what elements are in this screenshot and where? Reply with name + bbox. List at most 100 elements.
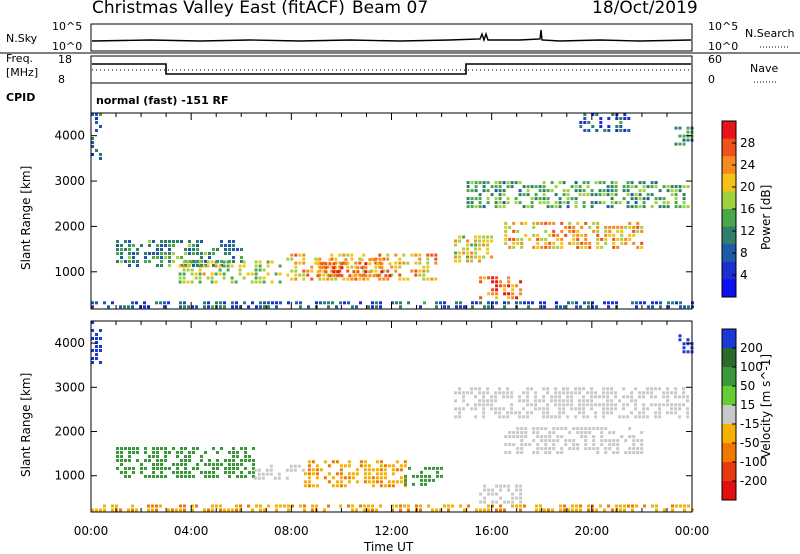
echo-cell — [220, 260, 223, 263]
echo-cell — [338, 261, 342, 265]
echo-cell — [658, 403, 662, 407]
echo-cell — [498, 407, 502, 411]
echo-cell — [575, 305, 578, 309]
echo-cell — [346, 277, 350, 281]
power-plot-area — [91, 113, 692, 309]
echo-cell — [216, 475, 219, 478]
echo-cell — [520, 435, 524, 439]
echo-cell — [512, 245, 516, 249]
echo-cell — [212, 471, 215, 474]
echo-cell — [315, 476, 319, 480]
echo-cell — [99, 361, 102, 364]
echo-cell — [124, 459, 127, 462]
echo-cell — [552, 229, 556, 233]
echo-cell — [491, 280, 495, 284]
echo-cell — [454, 407, 458, 411]
echo-cell — [408, 466, 411, 470]
echo-cell — [302, 277, 306, 281]
echo-cell — [640, 225, 644, 229]
echo-cell — [536, 447, 540, 451]
echo-cell — [578, 387, 582, 391]
echo-cell — [223, 508, 226, 512]
echo-cell — [562, 411, 566, 415]
echo-cell — [487, 504, 490, 508]
echo-cell — [252, 459, 255, 462]
y-tick-label: 3000 — [54, 174, 85, 188]
echo-cell — [614, 407, 618, 411]
echo-cell — [556, 435, 560, 439]
echo-cell — [299, 301, 302, 305]
echo-cell — [562, 181, 566, 185]
y-tick-label: 4000 — [54, 129, 85, 143]
beam-title: Beam 07 — [352, 0, 428, 18]
echo-cell — [218, 264, 222, 268]
echo-cell — [495, 292, 499, 296]
echo-cell — [580, 241, 584, 245]
echo-cell — [632, 435, 636, 439]
echo-cell — [470, 197, 474, 201]
echo-cell — [558, 395, 562, 399]
echo-cell — [679, 504, 682, 508]
echo-cell — [250, 280, 254, 284]
echo-cell — [616, 237, 620, 241]
echo-cell — [342, 253, 346, 257]
echo-cell — [634, 399, 638, 403]
echo-cell — [120, 447, 123, 450]
echo-cell — [303, 508, 306, 512]
echo-cell — [524, 435, 528, 439]
echo-cell — [322, 277, 326, 281]
echo-cell — [302, 269, 306, 273]
echo-cell — [363, 504, 366, 508]
echo-cell — [380, 270, 384, 274]
echo-cell — [219, 504, 222, 508]
echo-cell — [474, 239, 478, 243]
echo-cell — [156, 256, 159, 259]
echo-cell — [631, 508, 634, 512]
y-tick-label: 1000 — [54, 265, 85, 279]
echo-cell — [608, 225, 612, 229]
echo-cell — [526, 403, 530, 407]
echo-cell — [575, 301, 578, 305]
echo-cell — [582, 205, 586, 209]
echo-cell — [574, 415, 578, 419]
echo-cell — [570, 391, 574, 395]
echo-cell — [180, 475, 183, 478]
echo-cell — [95, 113, 98, 116]
echo-cell — [600, 439, 604, 443]
echo-cell — [478, 193, 482, 197]
echo-cell — [378, 273, 382, 277]
echo-cell — [478, 243, 482, 247]
echo-cell — [95, 353, 98, 356]
echo-cell — [136, 447, 139, 450]
echo-cell — [610, 387, 614, 391]
echo-cell — [584, 431, 588, 435]
nsky-tick-top: 10^5 — [52, 20, 82, 33]
echo-cell — [424, 466, 427, 470]
echo-cell — [583, 129, 587, 132]
echo-cell — [582, 403, 586, 407]
echo-cell — [236, 463, 239, 466]
echo-cell — [651, 305, 654, 309]
echo-cell — [279, 504, 282, 508]
echo-cell — [371, 508, 374, 512]
echo-cell — [294, 277, 298, 281]
echo-cell — [540, 427, 544, 431]
echo-cell — [128, 252, 131, 255]
echo-cell — [594, 395, 598, 399]
echo-cell — [231, 508, 234, 512]
echo-cell — [269, 464, 273, 468]
echo-cell — [540, 447, 544, 451]
echo-cell — [510, 395, 514, 399]
echo-cell — [518, 201, 522, 205]
echo-cell — [566, 193, 570, 197]
echo-cell — [302, 257, 306, 261]
echo-cell — [474, 255, 478, 259]
echo-cell — [459, 504, 462, 508]
echo-cell — [606, 399, 610, 403]
echo-cell — [236, 475, 239, 478]
echo-cell — [363, 476, 367, 480]
echo-cell — [311, 484, 315, 488]
echo-cell — [554, 185, 558, 189]
echo-cell — [674, 205, 678, 209]
